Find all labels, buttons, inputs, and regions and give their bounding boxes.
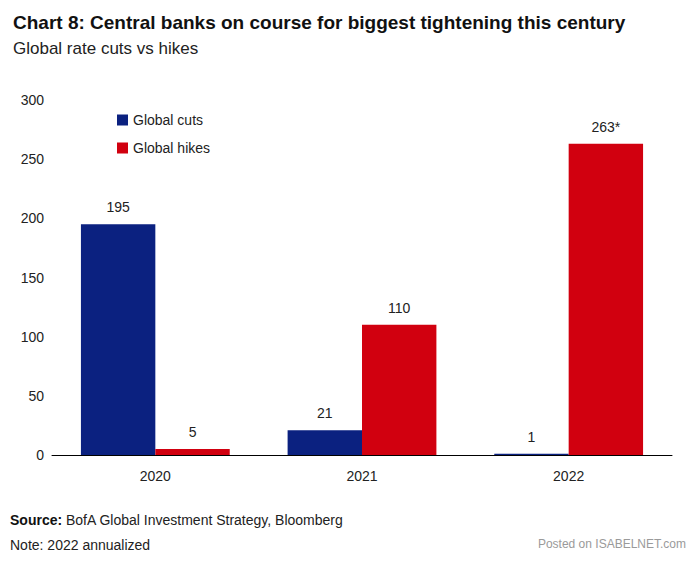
svg-text:Note: 2022 annualized: Note: 2022 annualized <box>10 537 150 553</box>
svg-text:Global hikes: Global hikes <box>133 140 210 156</box>
svg-text:250: 250 <box>21 151 45 167</box>
svg-text:110: 110 <box>388 300 411 316</box>
svg-text:Source:: Source: <box>10 512 62 528</box>
svg-text:1: 1 <box>528 429 536 445</box>
svg-text:0: 0 <box>36 447 44 463</box>
svg-text:100: 100 <box>21 329 45 345</box>
svg-text:Chart 8: Central banks on cour: Chart 8: Central banks on course for big… <box>13 12 626 33</box>
svg-text:5: 5 <box>189 424 197 440</box>
svg-text:2022: 2022 <box>553 468 584 484</box>
svg-text:2020: 2020 <box>140 468 171 484</box>
svg-text:150: 150 <box>21 270 45 286</box>
svg-text:263*: 263* <box>591 119 620 135</box>
svg-text:2021: 2021 <box>346 468 377 484</box>
svg-text:Global rate cuts vs hikes: Global rate cuts vs hikes <box>13 39 198 58</box>
svg-text:21: 21 <box>317 405 333 421</box>
svg-text:50: 50 <box>28 388 44 404</box>
svg-text:Global cuts: Global cuts <box>133 112 203 128</box>
svg-text:BofA Global Investment Strateg: BofA Global Investment Strategy, Bloombe… <box>62 512 343 528</box>
svg-text:Posted on ISABELNET.com: Posted on ISABELNET.com <box>538 537 686 551</box>
svg-text:300: 300 <box>21 92 45 108</box>
svg-text:200: 200 <box>21 210 45 226</box>
svg-text:195: 195 <box>106 199 130 215</box>
